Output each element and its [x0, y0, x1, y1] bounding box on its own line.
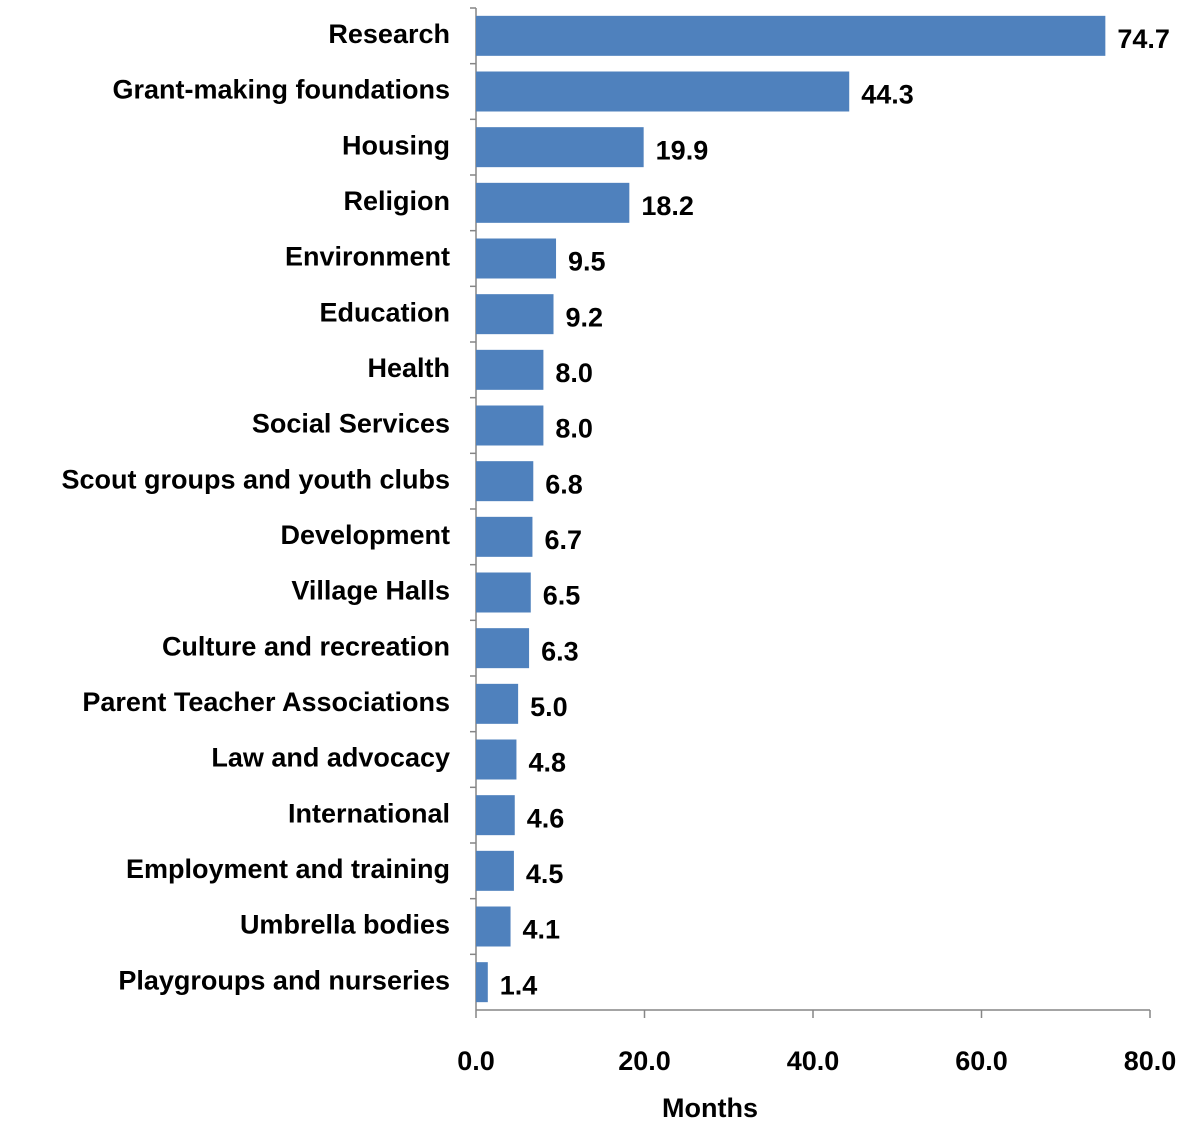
x-axis-title: Months — [662, 1093, 758, 1123]
y-tick-label: Umbrella bodies — [240, 910, 450, 940]
x-tick-label: 60.0 — [955, 1046, 1008, 1076]
x-tick-label: 40.0 — [787, 1046, 840, 1076]
bar — [476, 683, 519, 724]
value-label: 5.0 — [530, 692, 568, 722]
y-tick-label: Religion — [344, 186, 451, 216]
y-tick-label: Social Services — [252, 409, 450, 439]
bar — [476, 405, 544, 446]
x-tick-label: 80.0 — [1124, 1046, 1177, 1076]
value-label: 44.3 — [861, 80, 914, 110]
y-tick-label: Housing — [342, 130, 450, 160]
bar — [476, 349, 544, 390]
y-tick-label: Employment and training — [126, 854, 450, 884]
value-label: 6.3 — [541, 636, 579, 666]
bar — [476, 962, 488, 1003]
value-label: 4.5 — [526, 859, 564, 889]
bar — [476, 572, 531, 613]
bar — [476, 906, 511, 947]
bar — [476, 182, 630, 223]
value-label: 1.4 — [500, 970, 538, 1000]
value-label: 9.5 — [568, 247, 606, 277]
value-label: 6.5 — [543, 581, 581, 611]
y-tick-label: Village Halls — [291, 576, 450, 606]
value-label: 4.8 — [528, 748, 566, 778]
bar — [476, 461, 534, 502]
value-label: 4.6 — [527, 803, 565, 833]
value-label: 8.0 — [555, 358, 593, 388]
bar — [476, 127, 644, 168]
y-tick-label: Parent Teacher Associations — [82, 687, 450, 717]
value-label: 6.8 — [545, 469, 583, 499]
y-tick-label: Law and advocacy — [211, 743, 450, 773]
bar — [476, 71, 850, 112]
value-label: 18.2 — [641, 191, 694, 221]
x-tick-label: 20.0 — [618, 1046, 671, 1076]
bar — [476, 516, 533, 557]
y-tick-label: Scout groups and youth clubs — [61, 464, 450, 494]
y-tick-label: Playgroups and nurseries — [118, 965, 450, 995]
bar — [476, 238, 557, 279]
value-label: 4.1 — [523, 915, 561, 945]
bar — [476, 795, 515, 836]
y-tick-label: Research — [328, 19, 450, 49]
y-tick-label: Education — [319, 297, 450, 327]
y-tick-label: Development — [280, 520, 450, 550]
bar — [476, 294, 554, 335]
value-label: 19.9 — [656, 135, 709, 165]
y-tick-label: Grant-making foundations — [113, 75, 451, 105]
bar — [476, 850, 514, 891]
y-tick-label: Health — [367, 353, 450, 383]
x-tick-label: 0.0 — [457, 1046, 495, 1076]
value-label: 9.2 — [566, 302, 604, 332]
bar — [476, 739, 517, 780]
y-tick-label: Culture and recreation — [162, 631, 450, 661]
bar — [476, 628, 530, 669]
bar — [476, 15, 1106, 56]
value-label: 74.7 — [1117, 24, 1170, 54]
value-label: 6.7 — [544, 525, 582, 555]
value-label: 8.0 — [555, 414, 593, 444]
y-tick-label: Environment — [285, 242, 450, 272]
y-tick-label: International — [288, 798, 450, 828]
